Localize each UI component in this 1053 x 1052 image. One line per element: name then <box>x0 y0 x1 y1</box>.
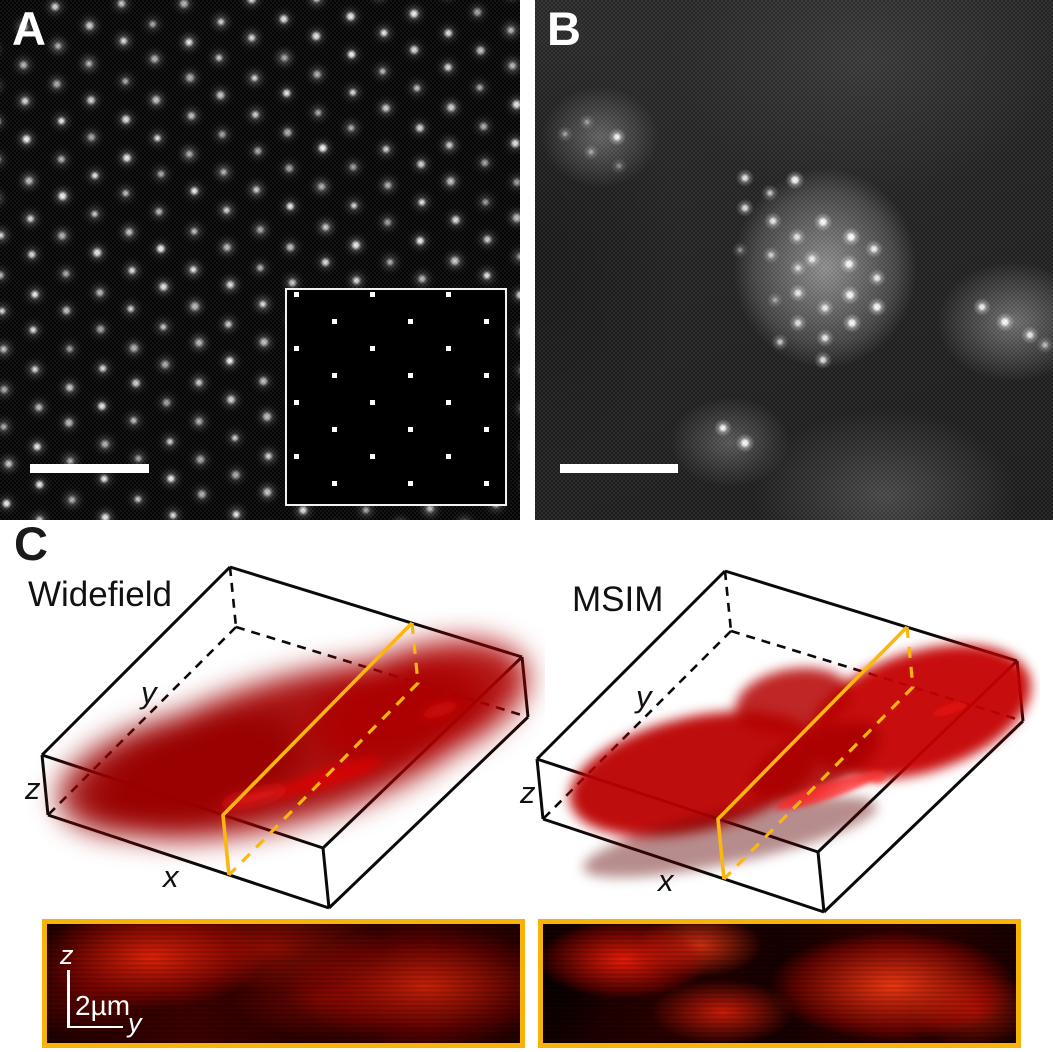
inset-dot-grid <box>294 292 489 486</box>
axis-label-x: x <box>161 859 180 894</box>
panel-b-scale-bar <box>560 464 678 473</box>
panel-a-label: A <box>12 2 47 55</box>
cut-plane <box>716 625 915 881</box>
cs-scale-label: 2µm <box>75 990 131 1021</box>
z-axis-line <box>67 970 70 1028</box>
cross-section-widefield: z 2µm y <box>42 919 525 1048</box>
cs-axis-label-y: y <box>128 1008 142 1038</box>
panel-c-label: C <box>14 517 48 570</box>
cut-plane <box>221 621 420 877</box>
axis-label-z: z <box>519 775 536 810</box>
widefield-title: Widefield <box>28 575 172 614</box>
cell-fluorescence-glow <box>535 0 1053 520</box>
box-solid-edges <box>40 565 530 910</box>
widefield-blob-highlights <box>220 701 460 808</box>
panel-a-illumination-pattern: A <box>0 0 520 520</box>
panel-b-label: B <box>547 2 582 55</box>
axis-label-z: z <box>24 771 41 806</box>
cs-axis-label-z: z <box>60 940 74 970</box>
panel-b-cell-image: B <box>535 0 1053 520</box>
msim-blob-highlights <box>775 701 968 810</box>
axis-label-x: x <box>656 863 675 898</box>
pattern-inset <box>285 288 507 506</box>
panel-a-scale-bar <box>30 464 149 473</box>
msim-title: MSIM <box>572 580 664 619</box>
nuclear-foci-dots <box>558 115 1052 451</box>
axis-label-y: y <box>139 675 159 710</box>
y-axis-line <box>67 1025 123 1028</box>
axis-label-y: y <box>634 679 654 714</box>
msim-blob <box>569 644 1031 878</box>
box-solid-edges <box>535 569 1025 914</box>
cross-section-msim <box>538 919 1021 1048</box>
scanline-texture <box>543 924 1016 1043</box>
widefield-blob <box>57 639 528 840</box>
